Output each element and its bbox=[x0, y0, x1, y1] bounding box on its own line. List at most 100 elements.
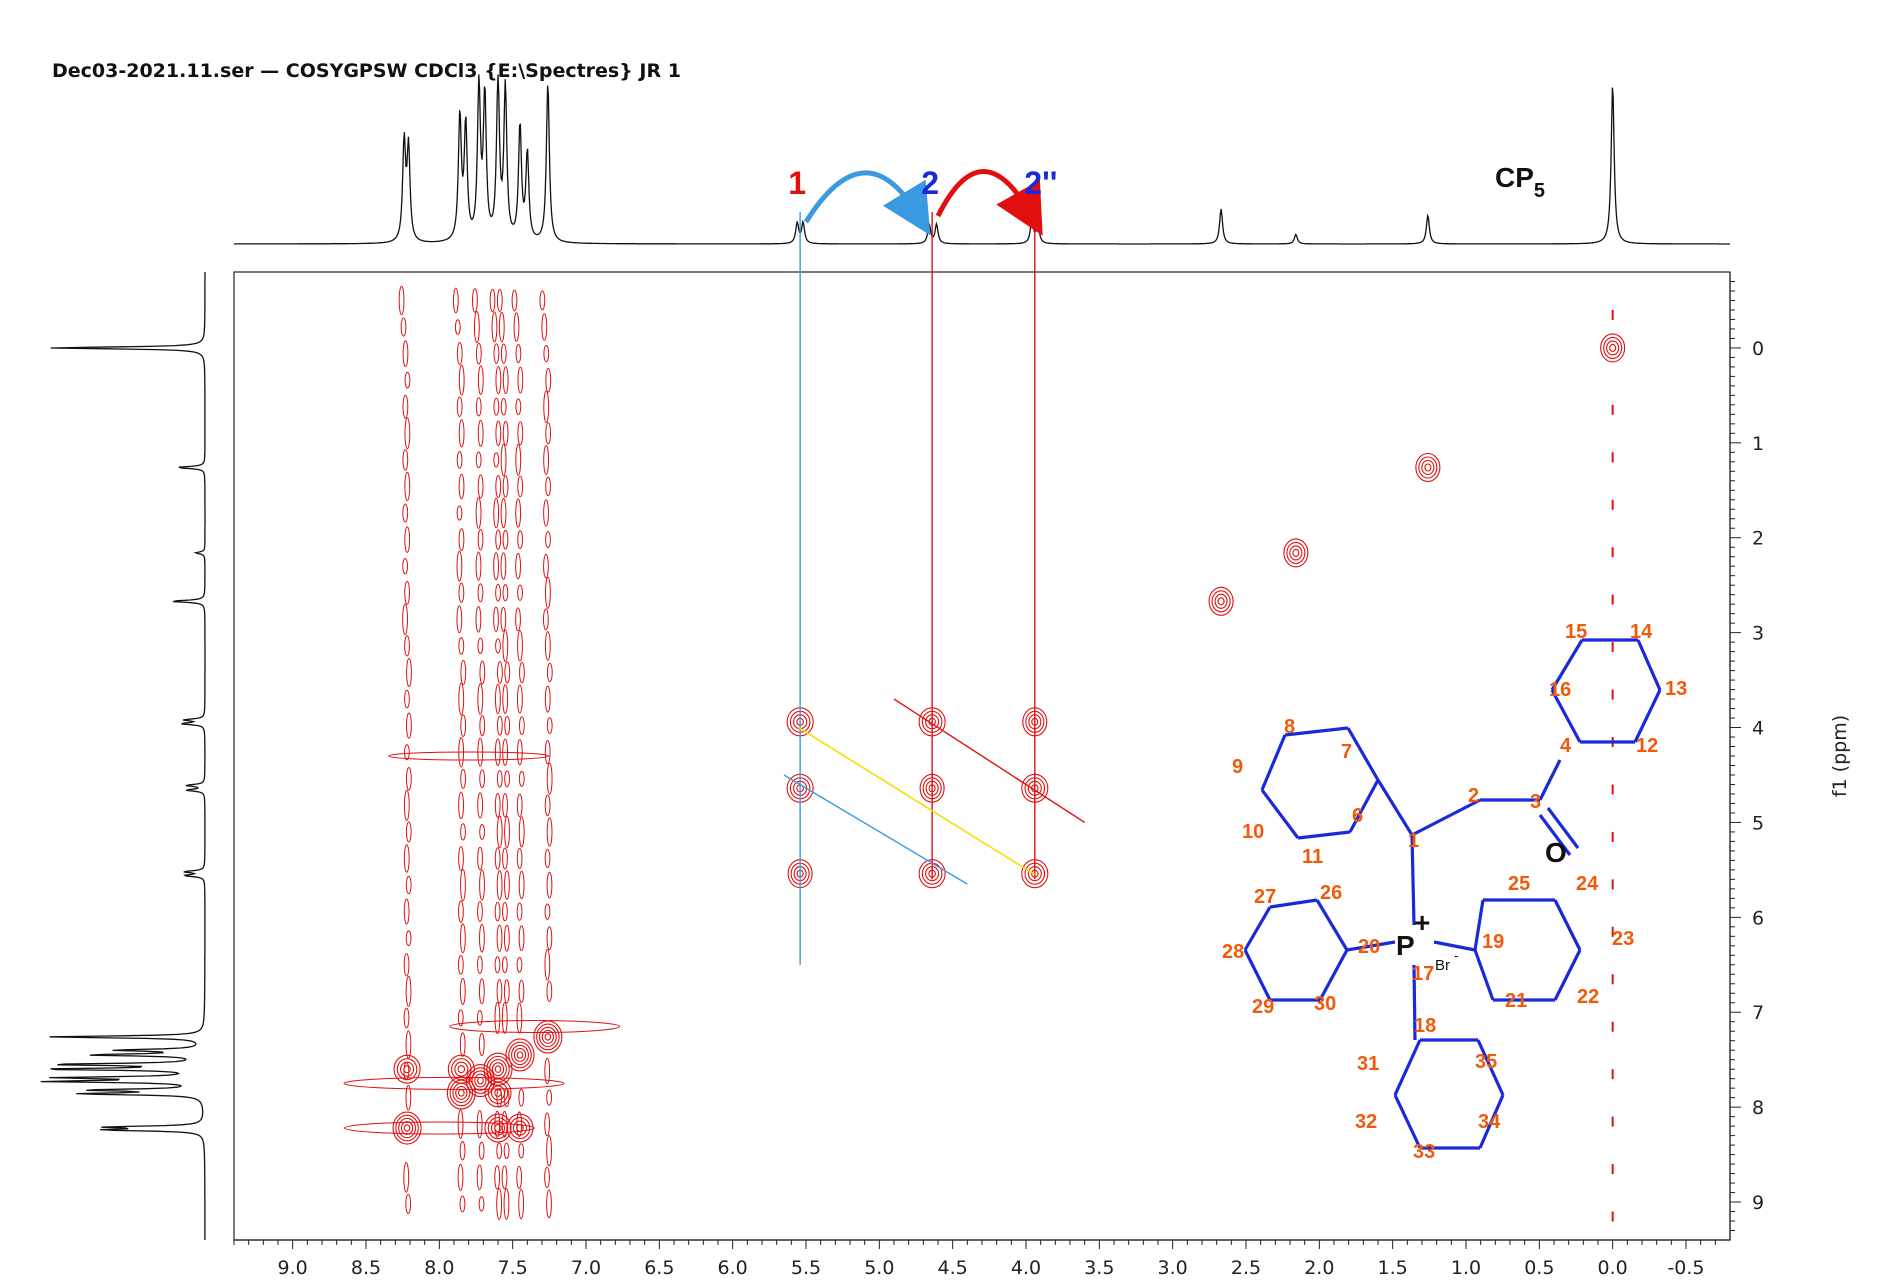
peak-label-2: 2 bbox=[921, 165, 939, 201]
noise-streak bbox=[539, 290, 546, 311]
noise-streak bbox=[517, 421, 524, 446]
bond bbox=[1478, 1094, 1505, 1149]
noise-streak bbox=[489, 288, 496, 313]
noise-streak bbox=[518, 925, 525, 952]
f2-tick-label: 2.5 bbox=[1231, 1257, 1261, 1279]
f2-tick-label: -0.5 bbox=[1667, 1257, 1704, 1279]
noise-streak bbox=[402, 340, 409, 368]
noise-streak bbox=[518, 1088, 525, 1107]
noise-streak bbox=[544, 740, 551, 765]
noise-streak bbox=[544, 948, 551, 981]
noise-streak bbox=[472, 288, 478, 313]
bond bbox=[1412, 964, 1417, 1041]
noise-streak bbox=[500, 552, 507, 580]
bond bbox=[1410, 834, 1416, 926]
contour-ring bbox=[1289, 545, 1303, 561]
noise-streak bbox=[458, 364, 465, 396]
noise-streak bbox=[404, 371, 411, 389]
contour-ring bbox=[451, 1058, 472, 1081]
noise-streak bbox=[403, 1062, 410, 1081]
bond bbox=[1346, 940, 1396, 952]
diagonal-peak bbox=[1415, 452, 1441, 483]
noise-streak bbox=[515, 498, 522, 528]
blue-diagonal-line bbox=[783, 774, 968, 885]
noise-streak bbox=[500, 443, 507, 477]
bond bbox=[1636, 639, 1662, 691]
noise-streak bbox=[496, 289, 503, 312]
bond bbox=[1243, 906, 1272, 951]
noise-streak bbox=[503, 924, 510, 952]
contour-ring bbox=[457, 1089, 465, 1097]
atom-number-23: 23 bbox=[1612, 928, 1634, 950]
noise-streak bbox=[544, 1166, 550, 1188]
contour-ring bbox=[511, 1044, 529, 1066]
noise-streak bbox=[546, 980, 553, 1003]
atom-number-28: 28 bbox=[1222, 941, 1244, 963]
contour-ring bbox=[509, 1116, 531, 1140]
noise-streak bbox=[515, 443, 522, 476]
contour-ring bbox=[513, 1047, 527, 1062]
noise-streak bbox=[457, 1009, 464, 1027]
noise-streak bbox=[502, 420, 509, 446]
f2-tick-label: 7.0 bbox=[571, 1257, 601, 1279]
bond bbox=[1473, 949, 1495, 1001]
noise-streak bbox=[493, 552, 500, 581]
noise-streak bbox=[544, 1112, 551, 1137]
noise-streak bbox=[546, 662, 553, 683]
atom-number-1: 1 bbox=[1408, 830, 1419, 852]
atom-number-14: 14 bbox=[1630, 621, 1653, 643]
noise-streak bbox=[402, 503, 409, 523]
atom-number-10: 10 bbox=[1242, 821, 1264, 843]
noise-streak bbox=[495, 583, 501, 602]
noise-streak bbox=[404, 635, 410, 657]
noise-streak bbox=[460, 768, 467, 789]
noise-streak bbox=[458, 473, 465, 500]
noise-streak bbox=[495, 683, 501, 715]
noise-streak bbox=[475, 397, 482, 417]
contour-ring bbox=[1606, 340, 1620, 356]
noise-streak bbox=[496, 715, 503, 736]
noise-streak bbox=[493, 606, 499, 633]
noise-streak bbox=[543, 444, 550, 475]
noise-streak bbox=[476, 1164, 483, 1191]
noise-streak bbox=[518, 1143, 525, 1159]
noise-streak bbox=[491, 311, 498, 343]
bond bbox=[1538, 759, 1562, 801]
contour-ring bbox=[494, 1065, 502, 1073]
noise-streak bbox=[404, 417, 411, 450]
diagonal-peak bbox=[505, 1038, 535, 1072]
f2-tick-label: 4.0 bbox=[1011, 1257, 1041, 1279]
compound-label-main: CP bbox=[1495, 162, 1534, 193]
noise-streak bbox=[403, 1162, 410, 1193]
noise-streak bbox=[403, 744, 410, 761]
noise-streak bbox=[546, 1189, 552, 1219]
arrow-1-to-2 bbox=[803, 170, 931, 236]
noise-streak bbox=[541, 313, 548, 341]
noise-streak bbox=[545, 476, 551, 497]
noise-streak bbox=[496, 924, 503, 952]
bond bbox=[1411, 798, 1481, 837]
noise-streak bbox=[459, 977, 466, 1005]
atom-number-3: 3 bbox=[1530, 791, 1541, 813]
atom-number-32: 32 bbox=[1355, 1111, 1377, 1133]
noise-streak bbox=[545, 531, 551, 549]
noise-streak bbox=[403, 898, 410, 925]
noise-streak bbox=[515, 607, 521, 632]
noise-streak bbox=[405, 1030, 412, 1059]
noise-streak bbox=[544, 903, 551, 920]
bond bbox=[1633, 689, 1662, 743]
noise-streak bbox=[502, 366, 509, 395]
contour-ring bbox=[400, 1061, 415, 1077]
noise-streak bbox=[479, 660, 486, 685]
noise-streak bbox=[400, 317, 407, 337]
contour-ring bbox=[516, 1123, 524, 1133]
yellow-diagonal-line bbox=[798, 726, 1036, 876]
noise-streak bbox=[500, 343, 507, 364]
contour-ring bbox=[1208, 586, 1234, 616]
noise-streak bbox=[500, 398, 507, 416]
f2-tick-label: 5.5 bbox=[791, 1257, 821, 1279]
noise-streak bbox=[494, 1165, 501, 1190]
bond bbox=[1269, 898, 1318, 909]
contour-ring bbox=[403, 1124, 411, 1132]
noise-streak bbox=[405, 975, 412, 1007]
